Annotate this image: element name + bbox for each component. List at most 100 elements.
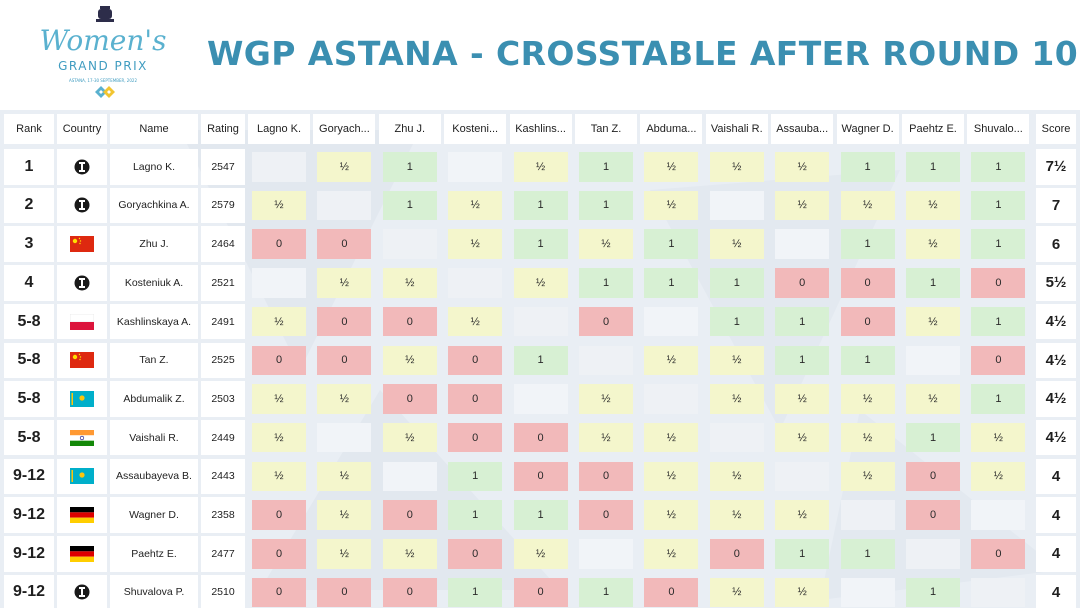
result-cell: ½ [382, 345, 437, 375]
player-rank: 2 [4, 187, 54, 224]
result-cell: ½ [317, 461, 372, 492]
player-country [57, 574, 107, 608]
result-cell: 1 [906, 268, 960, 298]
result-cell: 1 [906, 577, 960, 608]
player-country [57, 419, 107, 456]
result-cell: 0 [317, 577, 372, 608]
india-flag-icon [70, 429, 94, 446]
result-value: 1 [537, 354, 544, 367]
result-value: ½ [339, 547, 349, 560]
result-cell: 0 [448, 384, 503, 414]
player-rating: 2464 [201, 226, 245, 262]
result-value: ½ [470, 199, 480, 212]
result-cell: 0 [448, 422, 503, 453]
result-cell [448, 152, 503, 182]
result-cell: 1 [840, 539, 895, 569]
logo-line2: GRAND PRIX [58, 59, 148, 73]
result-value: 1 [799, 547, 806, 560]
player-rating: 2449 [201, 419, 245, 456]
result-cell: 1 [513, 345, 568, 375]
player-rank: 9-12 [4, 536, 54, 572]
player-name: Shuvalova P. [110, 574, 198, 608]
result-cell: ½ [252, 384, 306, 414]
result-cell [317, 190, 372, 221]
result-value: 0 [995, 276, 1002, 289]
logo-line3: ASTANA, 17-30 SEPTEMBER, 2022 [69, 78, 137, 83]
player-score: 4 [1036, 458, 1076, 495]
player-score: 4½ [1036, 342, 1076, 378]
result-value: ½ [666, 431, 676, 444]
player-score: 4 [1036, 574, 1076, 608]
logo-line1: Women's [40, 24, 166, 57]
result-value: ½ [405, 547, 415, 560]
result-value: ½ [601, 431, 611, 444]
player-rating: 2503 [201, 381, 245, 417]
player-country [57, 342, 107, 378]
result-cell: 1 [579, 268, 633, 298]
header-rank: Rank [4, 114, 54, 144]
result-value: 1 [472, 586, 479, 599]
result-value: 0 [472, 431, 479, 444]
result-cell [709, 422, 764, 453]
result-cell: ½ [775, 422, 830, 453]
result-value: 0 [602, 470, 610, 483]
player-rating: 2358 [201, 497, 245, 533]
result-value: 0 [537, 470, 544, 483]
result-value: ½ [274, 470, 284, 483]
player-score: 4½ [1036, 381, 1076, 417]
kazakhstan-flag-icon [70, 468, 94, 485]
result-value: 0 [472, 354, 479, 367]
result-value: 1 [537, 509, 544, 522]
result-value: ½ [339, 509, 349, 522]
header-country: Country [57, 114, 107, 144]
result-cell [513, 384, 568, 414]
player-rank: 3 [4, 226, 54, 262]
result-value: 0 [995, 547, 1002, 560]
player-score: 6 [1036, 226, 1076, 262]
player-name: Paehtz E. [110, 536, 198, 572]
header: Women's GRAND PRIX ASTANA, 17-30 SEPTEMB… [0, 0, 1080, 110]
result-cell: 1 [906, 422, 960, 453]
header-opponent: Kashlins... [509, 114, 572, 144]
player-country [57, 303, 107, 340]
result-cell: 1 [448, 577, 503, 608]
result-value: 1 [602, 276, 610, 289]
result-cell: ½ [382, 539, 437, 569]
result-value: 0 [864, 315, 871, 328]
result-value: 0 [406, 509, 413, 522]
result-value: 0 [602, 315, 610, 328]
result-cell: ½ [448, 229, 503, 259]
result-cell: ½ [317, 500, 372, 530]
result-cell: 0 [513, 577, 568, 608]
player-rank: 9-12 [4, 574, 54, 608]
result-cell: ½ [252, 306, 306, 337]
result-cell: ½ [709, 345, 764, 375]
player-rating: 2579 [201, 187, 245, 224]
result-value: ½ [732, 509, 742, 522]
result-cell: 1 [448, 500, 503, 530]
result-cell [579, 539, 633, 569]
result-cell: ½ [382, 268, 437, 298]
result-value: ½ [993, 431, 1003, 444]
result-value: ½ [536, 160, 546, 173]
result-cell: 1 [840, 345, 895, 375]
player-score: 5½ [1036, 265, 1076, 301]
result-cell: 1 [448, 461, 503, 492]
result-cell [840, 577, 895, 608]
result-cell: 1 [709, 306, 764, 337]
result-value: 1 [668, 276, 675, 289]
result-value: ½ [797, 199, 807, 212]
result-value: 0 [929, 509, 937, 522]
result-value: 1 [995, 392, 1002, 405]
result-cell: 0 [382, 577, 437, 608]
fide-icon [74, 584, 90, 600]
result-cell: ½ [579, 229, 633, 259]
result-cell [644, 306, 699, 337]
result-cell: 1 [906, 152, 960, 182]
result-cell [971, 500, 1026, 530]
result-value: 1 [864, 160, 871, 173]
result-cell: 1 [709, 268, 764, 298]
result-cell: 1 [971, 384, 1026, 414]
result-cell: 1 [971, 229, 1026, 259]
result-value: 1 [929, 586, 937, 599]
